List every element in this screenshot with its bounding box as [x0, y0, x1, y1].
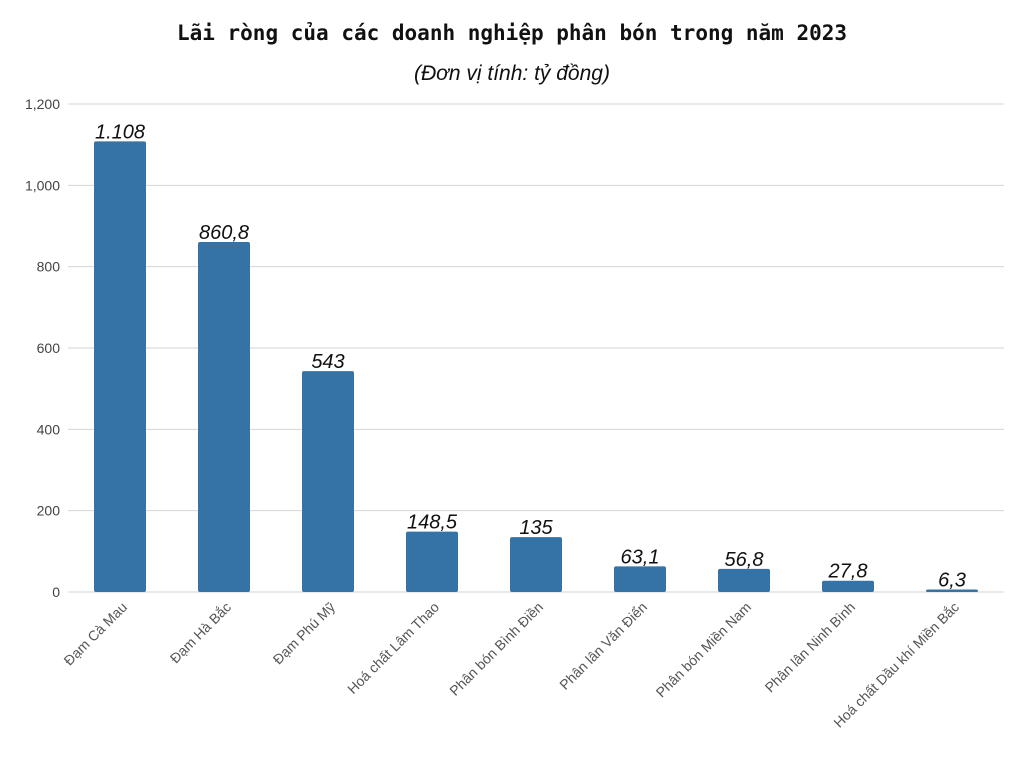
bar — [302, 371, 354, 592]
data-label: 27,8 — [828, 561, 868, 583]
x-tick-label: Phân lân Văn Điển — [556, 599, 650, 693]
y-tick-label: 800 — [37, 259, 61, 275]
x-tick-label: Hoá chất Dầu khí Miền Bắc — [830, 599, 962, 731]
bar — [94, 141, 146, 592]
y-tick-label: 600 — [37, 340, 61, 356]
x-tick-label: Phân lân Ninh Bình — [762, 599, 859, 696]
data-label: 6,3 — [938, 569, 966, 591]
x-tick-label: Đạm Phú Mỹ — [270, 599, 339, 668]
x-tick-label: Phân bón Bình Điền — [446, 599, 546, 699]
bar — [718, 568, 770, 592]
bars — [94, 141, 978, 592]
data-label: 860,8 — [199, 222, 249, 244]
data-label: 56,8 — [725, 549, 764, 571]
data-label: 148,5 — [407, 512, 458, 534]
data-label: 63,1 — [621, 546, 660, 568]
y-axis-ticks: 0 200 400 600 800 1,000 1,200 — [25, 96, 60, 600]
y-tick-label: 200 — [37, 503, 61, 519]
chart-subtitle: (Đơn vị tính: tỷ đồng) — [414, 62, 610, 85]
x-tick-label: Hoá chất Lâm Thao — [344, 599, 442, 697]
bar — [198, 241, 250, 592]
x-tick-label: Đạm Hà Bắc — [167, 599, 234, 666]
bar — [510, 537, 562, 592]
bar — [406, 531, 458, 592]
data-labels: 1.108 860,8 543 148,5 135 63,1 56,8 27,8 6,3 — [95, 121, 966, 591]
x-axis-ticks: Đạm Cà Mau Đạm Hà Bắc Đạm Phú Mỹ Hoá chất L… — [60, 599, 962, 731]
y-tick-label: 1,000 — [25, 177, 60, 193]
data-label: 1.108 — [95, 121, 145, 143]
y-tick-label: 0 — [52, 584, 60, 600]
bar — [822, 580, 874, 592]
x-tick-label: Phân bón Miền Nam — [653, 599, 755, 701]
data-label: 135 — [519, 517, 553, 539]
bar — [614, 566, 666, 592]
data-label: 543 — [311, 351, 344, 373]
y-tick-label: 1,200 — [25, 96, 60, 112]
x-tick-label: Đạm Cà Mau — [60, 599, 130, 669]
bar — [926, 589, 978, 592]
chart-title: Lãi ròng của các doanh nghiệp phân bón t… — [177, 21, 847, 45]
y-tick-label: 400 — [37, 421, 61, 437]
